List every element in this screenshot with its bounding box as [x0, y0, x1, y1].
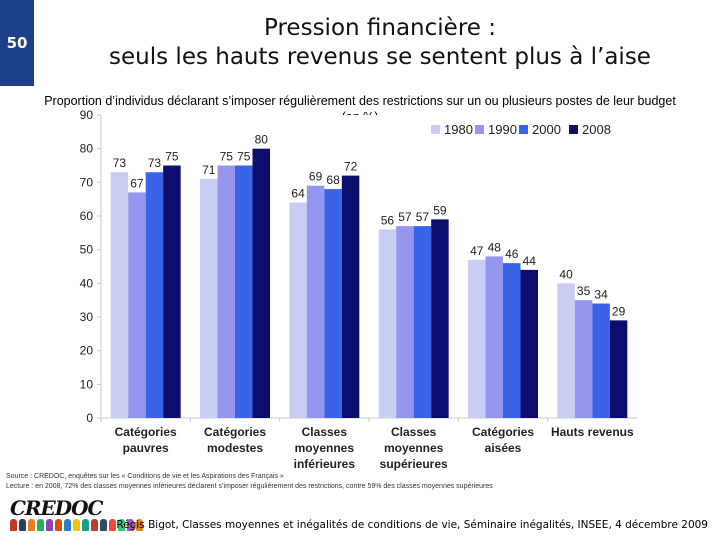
bar-1990 [306, 185, 325, 418]
source-line-1: Source : CREDOC, enquêtes sur les « Cond… [6, 473, 284, 480]
data-label: 75 [237, 150, 251, 164]
data-label: 72 [344, 160, 358, 174]
x-tick-label: Catégories [204, 425, 266, 439]
data-label: 75 [165, 150, 179, 164]
x-tick-label: aisées [485, 441, 522, 455]
source-line-2: Lecture : en 2008, 72% des classes moyen… [6, 483, 493, 490]
bar-1990 [574, 300, 593, 418]
bar-1980 [289, 202, 307, 418]
chart-subtitle: Proportion d’individus déclarant s’impos… [0, 93, 720, 125]
data-label: 59 [433, 203, 447, 217]
x-tick-label: pauvres [123, 441, 169, 455]
data-label: 46 [505, 247, 519, 261]
title-line-2: seuls les hauts revenus se sentent plus … [109, 44, 651, 70]
data-label: 48 [488, 240, 502, 254]
y-tick-label: 80 [80, 142, 94, 156]
x-tick-label: Classes [302, 425, 348, 439]
data-label: 40 [559, 267, 573, 281]
y-tick-label: 40 [80, 276, 94, 290]
data-label: 73 [148, 156, 162, 170]
bar-2000 [503, 263, 521, 418]
plot-area [101, 115, 637, 418]
bar-2000 [324, 189, 342, 418]
people-figures-icon [10, 519, 143, 531]
legend-swatch-2000 [519, 125, 528, 134]
data-label: 47 [470, 244, 484, 258]
bar-1990 [485, 256, 503, 418]
legend-swatch-1990 [475, 125, 484, 134]
bar-1980 [557, 283, 575, 418]
y-tick-label: 70 [80, 175, 94, 189]
x-tick-label: Classes [391, 425, 437, 439]
bar-1990 [217, 165, 235, 418]
bar-1980 [200, 178, 218, 418]
x-tick-label: inférieures [294, 457, 356, 471]
x-tick-label: moyennes [384, 441, 444, 455]
data-label: 44 [523, 254, 537, 268]
data-label: 57 [416, 210, 430, 224]
y-tick-label: 0 [86, 411, 93, 425]
bar-2000 [235, 165, 253, 418]
bar-2008 [609, 320, 628, 418]
x-tick-label: supérieures [380, 457, 448, 471]
bar-2000 [413, 226, 432, 418]
subtitle-line-2: (en %) [341, 110, 379, 124]
data-label: 75 [220, 150, 234, 164]
footer-citation: Régis Bigot, Classes moyennes et inégali… [116, 519, 708, 531]
legend-swatch-2008 [569, 125, 578, 134]
x-tick-label: Catégories [115, 425, 177, 439]
y-tick-label: 30 [80, 310, 94, 324]
data-label: 29 [612, 304, 626, 318]
x-tick-label: modestes [207, 441, 263, 455]
bar-2008 [341, 175, 360, 418]
bar-2008 [431, 219, 449, 418]
data-label: 68 [326, 173, 340, 187]
y-tick-label: 50 [80, 243, 94, 257]
data-label: 73 [113, 156, 127, 170]
subtitle-line-1: Proportion d’individus déclarant s’impos… [44, 94, 676, 108]
data-label: 34 [594, 288, 608, 302]
x-tick-label: Hauts revenus [551, 425, 634, 439]
data-label: 64 [291, 187, 305, 201]
y-tick-label: 60 [80, 209, 94, 223]
bar-1980 [468, 259, 486, 418]
bar-2008 [252, 148, 270, 418]
bar-1980 [110, 172, 129, 418]
slide-number: 50 [0, 0, 34, 86]
x-tick-label: Catégories [472, 425, 534, 439]
bar-2000 [592, 303, 610, 418]
data-label: 69 [309, 170, 323, 184]
page-title: Pression financière : seuls les hauts re… [50, 14, 710, 72]
data-label: 80 [255, 133, 269, 147]
title-line-1: Pression financière : [264, 15, 496, 41]
data-label: 71 [202, 163, 216, 177]
bar-1980 [378, 229, 397, 418]
credoc-logo: CREDOC [10, 496, 103, 520]
y-tick-label: 20 [80, 344, 94, 358]
x-tick-label: moyennes [295, 441, 355, 455]
bar-2008 [520, 269, 538, 418]
data-label: 67 [130, 176, 144, 190]
bar-2000 [145, 172, 164, 418]
data-label: 57 [398, 210, 412, 224]
data-label: 56 [381, 213, 395, 227]
bar-1990 [128, 192, 146, 418]
data-label: 35 [577, 284, 591, 298]
bar-1990 [396, 226, 414, 418]
y-tick-label: 10 [80, 377, 94, 391]
bar-2008 [163, 165, 181, 418]
legend-swatch-1980 [431, 125, 440, 134]
source-note: Source : CREDOC, enquêtes sur les « Cond… [6, 472, 706, 492]
